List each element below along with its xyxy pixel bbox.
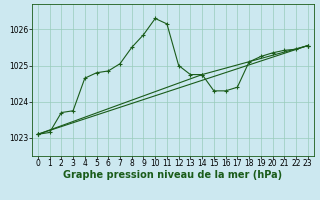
X-axis label: Graphe pression niveau de la mer (hPa): Graphe pression niveau de la mer (hPa) xyxy=(63,170,282,180)
